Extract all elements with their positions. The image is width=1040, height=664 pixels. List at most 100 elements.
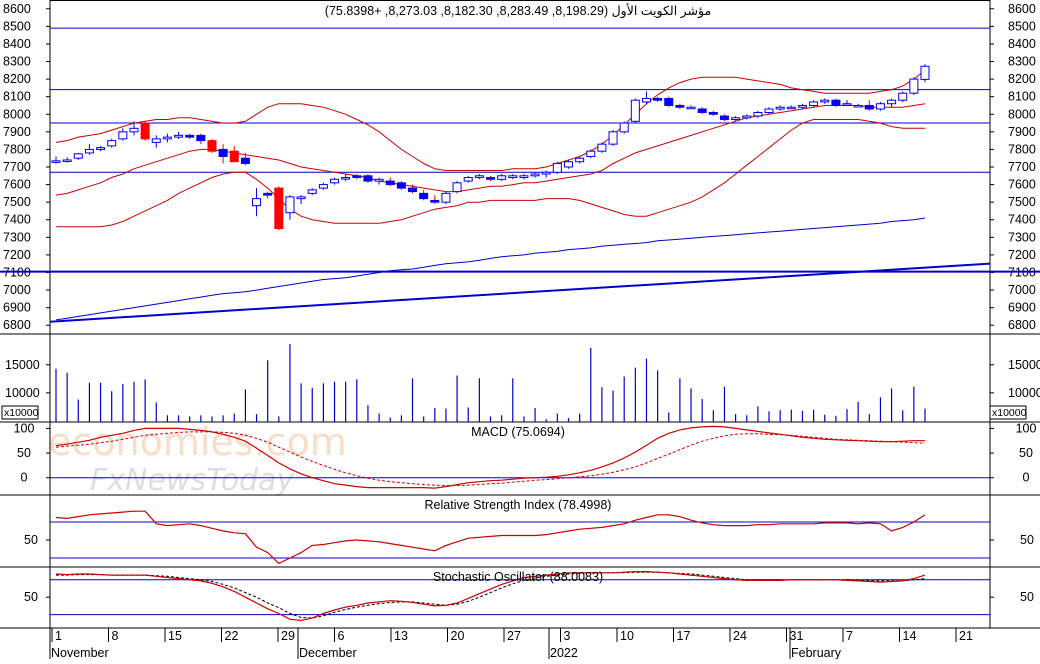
- candle: [875, 101, 885, 111]
- volume-tick-label-right: 10000: [1008, 386, 1040, 400]
- candle: [497, 174, 507, 182]
- candle-body: [742, 115, 752, 119]
- candle-body: [185, 134, 195, 138]
- price-tick-label-left: 8300: [3, 55, 31, 69]
- candle-body: [118, 131, 128, 140]
- candle-body: [374, 178, 384, 182]
- candle-body: [575, 157, 585, 163]
- candle-body: [664, 97, 674, 106]
- candle: [330, 177, 340, 185]
- candle: [385, 177, 395, 187]
- x-tick-label: 24: [733, 629, 747, 643]
- watermark-fxnewstoday: FxNewsToday: [90, 463, 295, 498]
- candle-body: [62, 159, 72, 162]
- price-tick-label-left: 8100: [3, 90, 31, 104]
- candle: [452, 181, 462, 194]
- stoch-title: Stochastic Oscillator (88.0083): [433, 570, 603, 584]
- candle: [307, 188, 317, 196]
- price-tick-label-left: 7000: [3, 283, 31, 297]
- candle: [664, 96, 674, 108]
- volume-multiplier-label-right: x10000: [992, 407, 1027, 419]
- stoch-tick-label-left: 50: [24, 590, 38, 604]
- candle: [519, 174, 529, 180]
- price-tick-label-right: 8600: [1008, 2, 1036, 16]
- candle-body: [218, 148, 228, 157]
- candle-body: [875, 103, 885, 110]
- candle: [463, 175, 473, 183]
- candle-body: [809, 101, 819, 106]
- candle-body: [920, 65, 930, 80]
- candle: [508, 174, 518, 180]
- candle: [352, 174, 362, 180]
- price-tick-label-right: 7300: [1008, 230, 1036, 244]
- candle-body: [764, 108, 774, 114]
- candle-body: [552, 162, 562, 173]
- candle-body: [107, 140, 117, 147]
- price-tick-label-right: 8500: [1008, 19, 1036, 33]
- candle-body: [240, 157, 250, 164]
- candle-body: [296, 196, 306, 200]
- candle: [653, 96, 663, 102]
- x-month-label: 2022: [550, 646, 578, 659]
- candle-body: [563, 161, 573, 168]
- price-tick-label-right: 7200: [1008, 248, 1036, 262]
- price-tick-label-right: 7800: [1008, 142, 1036, 156]
- candle: [853, 103, 863, 108]
- rsi-line: [55, 510, 926, 565]
- moving-average-line: [55, 217, 926, 321]
- candle: [820, 98, 830, 104]
- candle-body: [263, 192, 273, 196]
- volume-tick-label-right: 15000: [1008, 358, 1040, 372]
- x-tick-label: 6: [338, 629, 345, 643]
- candle: [129, 121, 139, 136]
- price-tick-label-left: 8600: [3, 2, 31, 16]
- candle-body: [786, 106, 796, 110]
- price-tick-label-right: 7500: [1008, 195, 1036, 209]
- candle: [185, 133, 195, 139]
- candle: [686, 105, 696, 110]
- price-tick-label-right: 7700: [1008, 160, 1036, 174]
- price-tick-label-right: 7600: [1008, 178, 1036, 192]
- candle-body: [586, 150, 596, 157]
- candle: [374, 177, 384, 185]
- candle: [887, 98, 897, 108]
- rsi-tick-label-right: 50: [1020, 533, 1034, 547]
- price-tick-label-right: 8100: [1008, 90, 1036, 104]
- price-tick-label-right: 8000: [1008, 107, 1036, 121]
- candle: [62, 157, 72, 163]
- candle: [207, 138, 217, 153]
- candle-body: [96, 147, 106, 150]
- x-tick-label: 20: [451, 629, 465, 643]
- candle: [441, 191, 451, 204]
- candle: [107, 138, 117, 148]
- candle-body: [797, 104, 807, 108]
- price-tick-label-left: 6900: [3, 301, 31, 315]
- candle-body: [887, 99, 897, 105]
- candle: [575, 156, 585, 164]
- plot-frame: [49, 0, 991, 629]
- candle-body: [597, 143, 607, 152]
- candle-body: [385, 180, 395, 186]
- candle-body: [653, 97, 663, 101]
- candle-body: [497, 175, 507, 180]
- rsi-title: Relative Strength Index (78.4998): [425, 498, 612, 512]
- candle: [229, 145, 239, 163]
- candle-body: [174, 134, 184, 138]
- candle: [786, 105, 796, 110]
- x-tick-label: 22: [225, 629, 239, 643]
- x-tick-label: 27: [507, 629, 521, 643]
- candle: [174, 131, 184, 139]
- x-tick-label: 21: [959, 629, 973, 643]
- macd-tick-label-right: 50: [1019, 446, 1033, 460]
- candle: [419, 189, 429, 201]
- candle: [697, 107, 707, 115]
- candle: [675, 103, 685, 109]
- price-tick-label-right: 8400: [1008, 37, 1036, 51]
- candle: [597, 142, 607, 153]
- candle: [285, 195, 295, 220]
- candle: [731, 116, 741, 122]
- price-tick-label-left: 7700: [3, 160, 31, 174]
- candle-body: [675, 104, 685, 108]
- volume-multiplier-box-right: [989, 405, 1027, 420]
